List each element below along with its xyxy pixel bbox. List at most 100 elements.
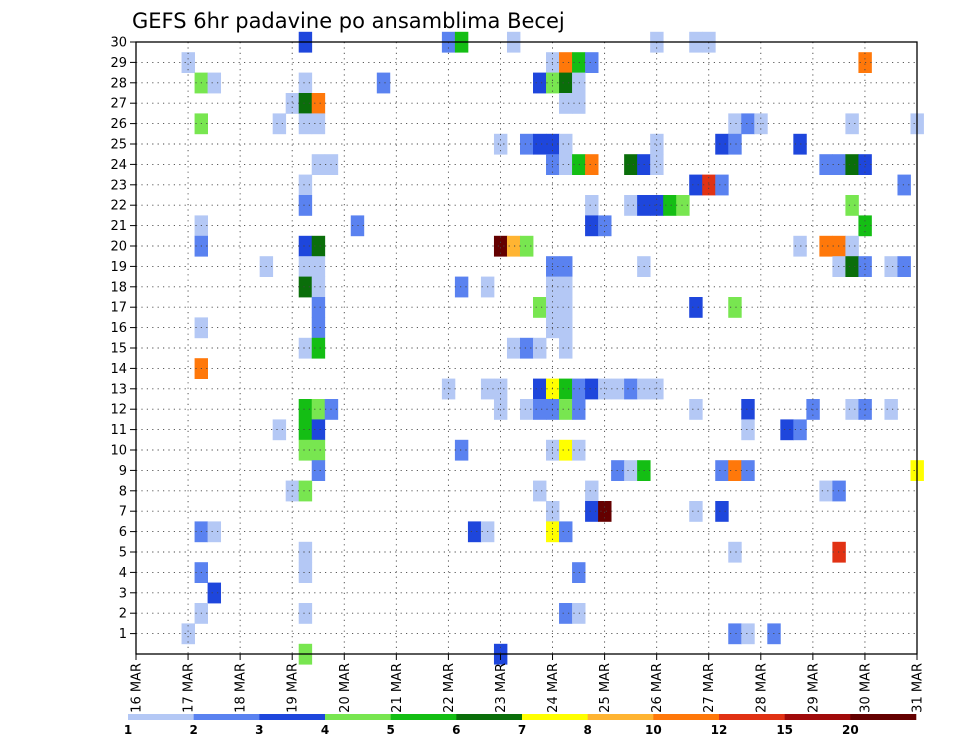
precip-cell: [454, 439, 469, 461]
precip-cell: [689, 297, 703, 318]
precip-cell: [884, 399, 898, 420]
precip-cell: [715, 133, 729, 155]
precip-cell: [311, 276, 326, 298]
x-tick-label: 19 MAR: [286, 663, 301, 713]
precip-cell: [298, 541, 313, 563]
legend-label: 15: [776, 723, 793, 737]
precip-cell: [533, 337, 547, 359]
y-tick-label: 28: [110, 76, 127, 91]
x-tick-label: 28 MAR: [754, 663, 769, 713]
precip-cell: [533, 297, 547, 318]
precip-cell: [493, 378, 508, 400]
precip-cell: [845, 256, 859, 277]
precip-cell: [780, 419, 794, 441]
precip-cell: [311, 154, 326, 175]
legend-swatch: [390, 714, 457, 720]
y-tick-label: 13: [110, 382, 127, 397]
legend-swatch: [587, 714, 654, 720]
precip-cell: [624, 378, 638, 400]
precip-cell: [611, 460, 625, 481]
precip-cell: [311, 399, 326, 420]
precip-cell: [572, 72, 586, 94]
precip-cell: [533, 480, 547, 502]
precip-cell: [311, 460, 326, 481]
precip-cell: [493, 235, 508, 257]
legend-swatch: [128, 714, 194, 720]
precip-cell: [819, 480, 833, 502]
precip-cell: [298, 562, 313, 583]
legend-label: 6: [452, 723, 460, 737]
precip-cell: [728, 541, 742, 563]
y-tick-label: 11: [110, 423, 127, 438]
precip-cell: [572, 378, 586, 400]
y-tick-label: 3: [119, 586, 127, 601]
precip-cell: [441, 378, 456, 400]
precip-cell: [598, 378, 612, 400]
precip-cell: [650, 133, 664, 155]
precip-cell: [285, 93, 300, 114]
precip-cell: [519, 235, 534, 257]
legend-label: 8: [583, 723, 591, 737]
precip-cell: [533, 378, 547, 400]
precip-cell: [298, 174, 313, 196]
legend-label: 12: [711, 723, 728, 737]
x-tick-label: 31 MAR: [911, 663, 926, 713]
precip-cell: [624, 460, 638, 481]
precip-cell: [376, 72, 391, 94]
precip-cell: [728, 133, 742, 155]
precip-cell: [728, 460, 742, 481]
precip-cell: [819, 154, 833, 175]
x-tick-label: 21 MAR: [390, 663, 405, 713]
precip-cell: [676, 195, 690, 216]
precip-cell: [585, 215, 599, 237]
precip-cell: [741, 623, 755, 645]
y-tick-label: 12: [110, 403, 127, 418]
precip-cell: [793, 235, 807, 257]
precip-cell: [845, 195, 859, 216]
precip-cell: [311, 297, 326, 318]
precip-cell: [298, 235, 313, 257]
precip-cell: [689, 399, 703, 420]
precip-cell: [298, 399, 313, 420]
precip-cell: [585, 501, 599, 522]
precip-cell: [559, 297, 573, 318]
precip-cell: [207, 72, 222, 94]
precip-cell: [298, 195, 313, 216]
cells-layer: [181, 31, 924, 665]
precip-cell: [559, 521, 573, 543]
precip-cell: [298, 419, 313, 441]
precip-cell: [572, 439, 586, 461]
precip-cell: [559, 154, 573, 175]
precip-cell: [728, 297, 742, 318]
x-tick-label: 22 MAR: [442, 663, 457, 713]
precip-cell: [519, 399, 534, 420]
precip-cell: [728, 623, 742, 645]
precip-cell: [311, 235, 326, 257]
precip-cell: [585, 480, 599, 502]
precip-cell: [715, 501, 729, 522]
x-tick-label: 23 MAR: [494, 663, 509, 713]
precip-cell: [845, 235, 859, 257]
legend-swatch: [325, 714, 391, 720]
precip-cell: [715, 174, 729, 196]
legend-swatch: [850, 714, 917, 720]
precip-cell: [884, 256, 898, 277]
precip-cell: [585, 154, 599, 175]
precip-cell: [897, 256, 911, 277]
precip-cell: [741, 113, 755, 135]
x-tick-label: 24 MAR: [546, 663, 561, 713]
y-tick-label: 4: [119, 566, 127, 581]
x-tick-label: 26 MAR: [650, 663, 665, 713]
precip-cell: [845, 399, 859, 420]
y-tick-label: 2: [119, 607, 127, 622]
precip-cell: [272, 419, 287, 441]
precip-cell: [298, 480, 313, 502]
precip-cell: [559, 399, 573, 420]
y-tick-label: 7: [119, 505, 127, 520]
precip-cell: [559, 133, 573, 155]
precip-cell: [845, 154, 859, 175]
y-tick-label: 14: [110, 362, 127, 377]
precip-cell: [559, 603, 573, 624]
precip-cell: [585, 195, 599, 216]
precip-cell: [298, 276, 313, 298]
